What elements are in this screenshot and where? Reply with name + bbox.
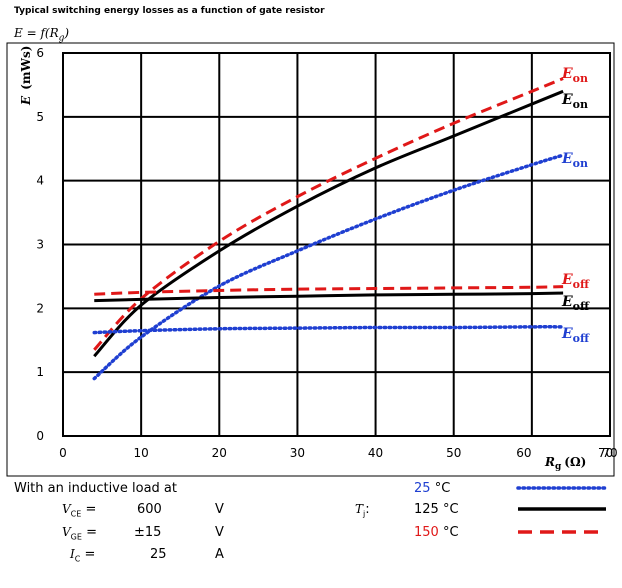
series-eon-150C bbox=[93, 77, 564, 351]
x-axis-label: Rg (Ω) bbox=[544, 455, 586, 472]
temp-125: 125 °C bbox=[414, 502, 459, 517]
series-eoff-150C bbox=[94, 285, 564, 296]
x-tick-label: 20 bbox=[212, 446, 227, 460]
curve-label-off: Eoff bbox=[561, 326, 590, 345]
y-tick-label: 2 bbox=[36, 301, 44, 315]
ic-label: IC = bbox=[70, 547, 96, 564]
vce-label: VCE = bbox=[62, 502, 97, 519]
x-tick-label: 60 bbox=[516, 446, 531, 460]
conditions-heading: With an inductive load at bbox=[14, 481, 177, 496]
chart-frame bbox=[6, 42, 615, 477]
curve-label-subscript: on bbox=[573, 98, 588, 111]
series-layer bbox=[92, 77, 565, 381]
x-tick-label: 0 bbox=[59, 446, 67, 460]
y-tick-label: 0 bbox=[36, 429, 44, 443]
ic-value: 25 bbox=[150, 547, 167, 562]
series-eon-125C bbox=[93, 89, 564, 358]
curve-label-on: Eon bbox=[561, 66, 588, 85]
curve-label-subscript: off bbox=[573, 300, 590, 313]
x-tick-label: 30 bbox=[290, 446, 305, 460]
y-tick-label: 6 bbox=[36, 46, 44, 60]
curve-label-off: Eoff bbox=[561, 272, 590, 291]
curve-label-on: Eon bbox=[561, 151, 588, 170]
curve-label-subscript: on bbox=[573, 157, 588, 170]
y-tick-label: 4 bbox=[36, 174, 44, 188]
curve-label-subscript: on bbox=[573, 72, 588, 85]
series-eon-25C bbox=[92, 153, 565, 381]
tick-labels: 0 10 20 30 40 50 70 60 0 1 2 3 4 5 6 bbox=[36, 46, 617, 460]
y-axis-label: E(mWs) bbox=[19, 46, 33, 106]
temp-150: 150 °C bbox=[414, 525, 459, 540]
curve-label-off: Eoff bbox=[561, 294, 590, 313]
vce-unit: V bbox=[215, 502, 224, 517]
vge-unit: V bbox=[215, 525, 224, 540]
x-tick-label: 70 bbox=[598, 446, 613, 460]
annotations: Eon Eon Eon Eoff Eoff Eoff bbox=[561, 66, 590, 345]
axis-labels: E(mWs) Rg (Ω) 70 bbox=[19, 46, 613, 472]
series-eoff-25C bbox=[92, 325, 565, 335]
chart-title: Typical switching energy losses as a fun… bbox=[14, 6, 325, 16]
curve-label-on: Eon bbox=[561, 92, 588, 111]
vce-value: 600 bbox=[137, 502, 162, 517]
function-label: E = f(Rg) bbox=[14, 26, 70, 44]
y-tick-label: 1 bbox=[36, 365, 44, 379]
x-tick-label: 50 bbox=[446, 446, 461, 460]
y-tick-label: 3 bbox=[36, 238, 44, 252]
x-tick-label: 40 bbox=[368, 446, 383, 460]
series-eoff-125C bbox=[94, 291, 564, 303]
temp-25: 25 °C bbox=[414, 481, 451, 496]
legend-lines bbox=[516, 486, 608, 534]
y-tick-label: 5 bbox=[36, 110, 44, 124]
ic-unit: A bbox=[215, 547, 224, 562]
plot-area bbox=[62, 52, 611, 437]
x-tick-label: 70 bbox=[602, 446, 617, 460]
curve-label-subscript: off bbox=[573, 332, 590, 345]
grid bbox=[6, 42, 615, 477]
x-tick-label: 10 bbox=[134, 446, 149, 460]
tj-label: Tj: bbox=[355, 502, 370, 519]
vge-label: VGE = bbox=[62, 525, 97, 542]
curve-label-subscript: off bbox=[573, 278, 590, 291]
vge-value: ±15 bbox=[134, 525, 162, 540]
